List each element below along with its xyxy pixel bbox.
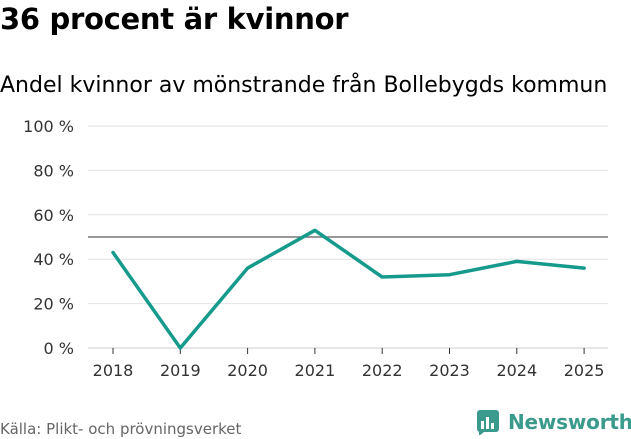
y-tick-label: 40 % [33,250,74,269]
x-tick-label: 2019 [160,361,201,380]
y-tick-label: 60 % [33,206,74,225]
data-point [380,275,384,279]
x-tick-label: 2024 [496,361,537,380]
data-point [515,259,519,263]
source-note: Källa: Plikt- och prövningsverket [0,420,242,438]
x-tick-label: 2020 [227,361,268,380]
x-tick-label: 2023 [429,361,470,380]
data-point [111,251,115,255]
data-point [178,346,182,350]
newsworthy-logo-icon [477,410,499,435]
y-tick-label: 100 % [23,117,74,136]
x-tick-label: 2018 [93,361,134,380]
chart-title: 36 procent är kvinnor [0,2,349,36]
brand-logo[interactable]: Newsworthy [476,409,631,435]
data-point [582,266,586,270]
x-tick-label: 2021 [295,361,336,380]
brand-name: Newsworthy [508,410,631,434]
y-tick-label: 0 % [44,339,74,358]
y-tick-label: 20 % [33,295,74,314]
data-point [448,273,451,277]
data-point [246,266,250,270]
data-point [313,228,317,232]
chart-subtitle: Andel kvinnor av mönstrande från Bolleby… [0,73,608,98]
x-tick-label: 2022 [362,361,403,380]
series-line [111,228,586,350]
y-tick-label: 80 % [33,161,74,180]
x-tick-label: 2025 [564,361,605,380]
